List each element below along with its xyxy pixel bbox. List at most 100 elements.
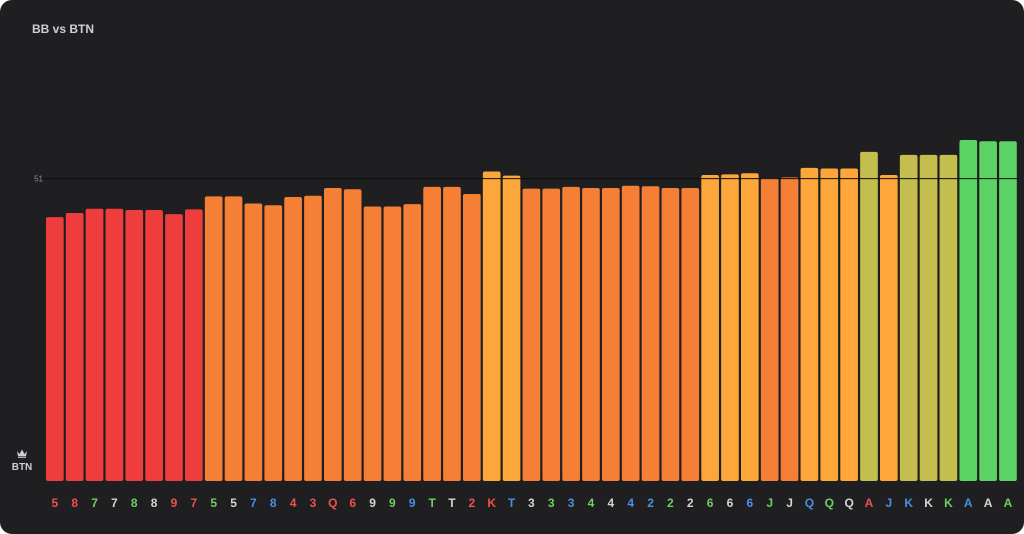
category-label-42: J: [885, 496, 892, 510]
bar-28[interactable]: [602, 188, 620, 481]
category-label-32: 2: [687, 496, 694, 510]
bar-48[interactable]: [999, 141, 1017, 481]
bar-3[interactable]: [105, 208, 124, 481]
category-label-22: K: [487, 496, 496, 510]
category-label-16: 9: [369, 496, 376, 510]
bar-10[interactable]: [244, 203, 263, 482]
y-tick-label: 51: [34, 175, 43, 184]
category-label-29: 4: [627, 496, 634, 510]
bar-29[interactable]: [621, 185, 640, 481]
category-label-26: 3: [568, 496, 575, 510]
category-label-18: 9: [409, 496, 416, 510]
category-label-15: 6: [349, 496, 356, 510]
category-label-14: Q: [328, 496, 337, 510]
bar-15[interactable]: [343, 189, 362, 482]
category-label-4: 8: [131, 496, 138, 510]
category-label-36: J: [766, 496, 773, 510]
category-label-12: 4: [290, 496, 297, 510]
bar-34[interactable]: [721, 174, 739, 482]
bar-11[interactable]: [264, 205, 283, 481]
bar-7[interactable]: [185, 209, 203, 481]
category-label-6: 9: [171, 496, 178, 510]
bar-38[interactable]: [800, 167, 819, 481]
category-label-7: 7: [190, 496, 197, 510]
position-label: BTN: [11, 462, 33, 473]
category-label-31: 2: [667, 496, 674, 510]
bar-44[interactable]: [919, 154, 938, 481]
category-label-20: T: [448, 496, 456, 510]
bar-35[interactable]: [741, 173, 759, 482]
category-label-2: 7: [91, 496, 98, 510]
category-label-43: K: [904, 496, 913, 510]
category-label-3: 7: [111, 496, 118, 510]
bar-25[interactable]: [542, 188, 561, 481]
bar-33[interactable]: [701, 175, 719, 481]
category-label-40: Q: [844, 496, 853, 510]
bar-36[interactable]: [760, 177, 779, 482]
category-label-13: 3: [310, 496, 317, 510]
bar-42[interactable]: [880, 175, 898, 481]
category-label-45: K: [944, 496, 953, 510]
bar-4[interactable]: [125, 210, 144, 481]
category-label-8: 5: [210, 496, 217, 510]
bar-22[interactable]: [482, 171, 501, 481]
category-label-24: 3: [528, 496, 535, 510]
bar-27[interactable]: [582, 188, 600, 481]
category-label-9: 5: [230, 496, 237, 510]
bar-24[interactable]: [522, 188, 541, 481]
category-label-10: 7: [250, 496, 257, 510]
category-label-46: A: [964, 496, 973, 510]
bar-6[interactable]: [165, 214, 183, 481]
bar-8[interactable]: [204, 196, 223, 482]
bar-31[interactable]: [661, 188, 680, 481]
bar-23[interactable]: [502, 175, 521, 482]
bar-45[interactable]: [939, 154, 958, 481]
category-label-5: 8: [151, 496, 158, 510]
bar-19[interactable]: [423, 186, 441, 481]
bar-9[interactable]: [224, 196, 243, 482]
category-label-11: 8: [270, 496, 277, 510]
category-label-41: A: [865, 496, 874, 510]
bar-39[interactable]: [820, 168, 839, 482]
bar-47[interactable]: [979, 141, 997, 481]
bar-37[interactable]: [780, 177, 799, 481]
category-label-21: 2: [468, 496, 475, 510]
bar-13[interactable]: [304, 195, 322, 481]
category-label-39: Q: [825, 496, 834, 510]
bar-17[interactable]: [383, 206, 402, 481]
bar-2[interactable]: [85, 208, 104, 481]
category-label-28: 4: [607, 496, 614, 510]
category-label-33: 6: [707, 496, 714, 510]
category-label-37: J: [786, 496, 793, 510]
bar-14[interactable]: [324, 188, 342, 481]
category-label-47: A: [984, 496, 993, 510]
bar-26[interactable]: [562, 186, 580, 481]
bar-12[interactable]: [284, 196, 302, 481]
bar-5[interactable]: [145, 210, 163, 481]
category-label-44: K: [924, 496, 933, 510]
category-label-48: A: [1004, 496, 1013, 510]
category-label-0: 5: [51, 496, 58, 510]
bar-1[interactable]: [65, 212, 84, 481]
bar-21[interactable]: [463, 193, 481, 482]
bar-46[interactable]: [959, 140, 978, 481]
chart-title: BB vs BTN: [32, 22, 95, 36]
category-label-35: 6: [746, 496, 753, 510]
bar-32[interactable]: [681, 188, 700, 481]
bar-18[interactable]: [403, 204, 422, 481]
bar-30[interactable]: [641, 186, 660, 481]
category-label-23: T: [508, 496, 516, 510]
category-label-19: T: [428, 496, 436, 510]
bar-40[interactable]: [840, 168, 858, 482]
crown-icon: [17, 449, 27, 458]
category-label-1: 8: [71, 496, 78, 510]
category-label-25: 3: [548, 496, 555, 510]
category-label-17: 9: [389, 496, 396, 510]
bar-20[interactable]: [443, 186, 461, 481]
bar-0[interactable]: [46, 217, 64, 481]
bar-41[interactable]: [860, 151, 878, 481]
bar-43[interactable]: [899, 154, 918, 481]
bar-16[interactable]: [363, 206, 382, 481]
